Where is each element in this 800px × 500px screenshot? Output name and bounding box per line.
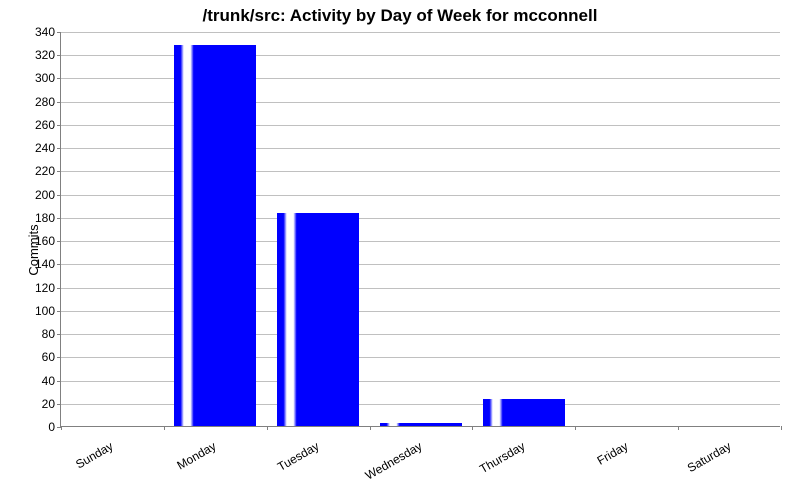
- xtick-mark: [575, 426, 576, 430]
- chart-title: /trunk/src: Activity by Day of Week for …: [0, 6, 800, 26]
- xtick-label: Monday: [175, 439, 219, 472]
- bar: [277, 213, 359, 426]
- gridline: [61, 311, 780, 312]
- ytick-label: 240: [35, 141, 55, 155]
- ytick-mark: [57, 357, 61, 358]
- ytick-label: 300: [35, 71, 55, 85]
- ytick-mark: [57, 218, 61, 219]
- gridline: [61, 218, 780, 219]
- gridline: [61, 32, 780, 33]
- ytick-mark: [57, 55, 61, 56]
- ytick-label: 40: [42, 374, 55, 388]
- ytick-label: 260: [35, 118, 55, 132]
- gridline: [61, 357, 780, 358]
- ytick-label: 140: [35, 257, 55, 271]
- ytick-mark: [57, 195, 61, 196]
- ytick-label: 280: [35, 95, 55, 109]
- gridline: [61, 195, 780, 196]
- ytick-mark: [57, 171, 61, 172]
- ytick-mark: [57, 241, 61, 242]
- gridline: [61, 78, 780, 79]
- ytick-mark: [57, 404, 61, 405]
- ytick-label: 220: [35, 164, 55, 178]
- bar: [483, 399, 565, 426]
- plot-area: 0204060801001201401601802002202402602803…: [60, 32, 780, 427]
- activity-chart: /trunk/src: Activity by Day of Week for …: [0, 0, 800, 500]
- xtick-label: Thursday: [477, 439, 527, 476]
- gridline: [61, 288, 780, 289]
- ytick-label: 180: [35, 211, 55, 225]
- ytick-label: 20: [42, 397, 55, 411]
- gridline: [61, 148, 780, 149]
- ytick-mark: [57, 311, 61, 312]
- ytick-label: 120: [35, 281, 55, 295]
- xtick-mark: [267, 426, 268, 430]
- bar: [174, 45, 256, 426]
- xtick-label: Friday: [594, 439, 630, 468]
- ytick-mark: [57, 125, 61, 126]
- ytick-mark: [57, 334, 61, 335]
- ytick-mark: [57, 148, 61, 149]
- ytick-mark: [57, 32, 61, 33]
- xtick-label: Wednesday: [363, 439, 425, 483]
- bar: [380, 423, 462, 426]
- gridline: [61, 334, 780, 335]
- ytick-label: 160: [35, 234, 55, 248]
- ytick-label: 340: [35, 25, 55, 39]
- gridline: [61, 381, 780, 382]
- gridline: [61, 404, 780, 405]
- xtick-mark: [781, 426, 782, 430]
- ytick-mark: [57, 381, 61, 382]
- xtick-mark: [370, 426, 371, 430]
- xtick-label: Tuesday: [275, 439, 321, 474]
- xtick-mark: [164, 426, 165, 430]
- ytick-mark: [57, 264, 61, 265]
- ytick-label: 0: [48, 420, 55, 434]
- gridline: [61, 55, 780, 56]
- xtick-mark: [678, 426, 679, 430]
- ytick-mark: [57, 288, 61, 289]
- ytick-label: 60: [42, 350, 55, 364]
- ytick-mark: [57, 102, 61, 103]
- xtick-mark: [61, 426, 62, 430]
- ytick-label: 100: [35, 304, 55, 318]
- xtick-label: Sunday: [74, 439, 116, 471]
- xtick-label: Saturday: [684, 439, 733, 475]
- gridline: [61, 171, 780, 172]
- gridline: [61, 125, 780, 126]
- ytick-mark: [57, 78, 61, 79]
- ytick-label: 320: [35, 48, 55, 62]
- ytick-label: 200: [35, 188, 55, 202]
- xtick-mark: [472, 426, 473, 430]
- gridline: [61, 264, 780, 265]
- gridline: [61, 241, 780, 242]
- gridline: [61, 102, 780, 103]
- ytick-label: 80: [42, 327, 55, 341]
